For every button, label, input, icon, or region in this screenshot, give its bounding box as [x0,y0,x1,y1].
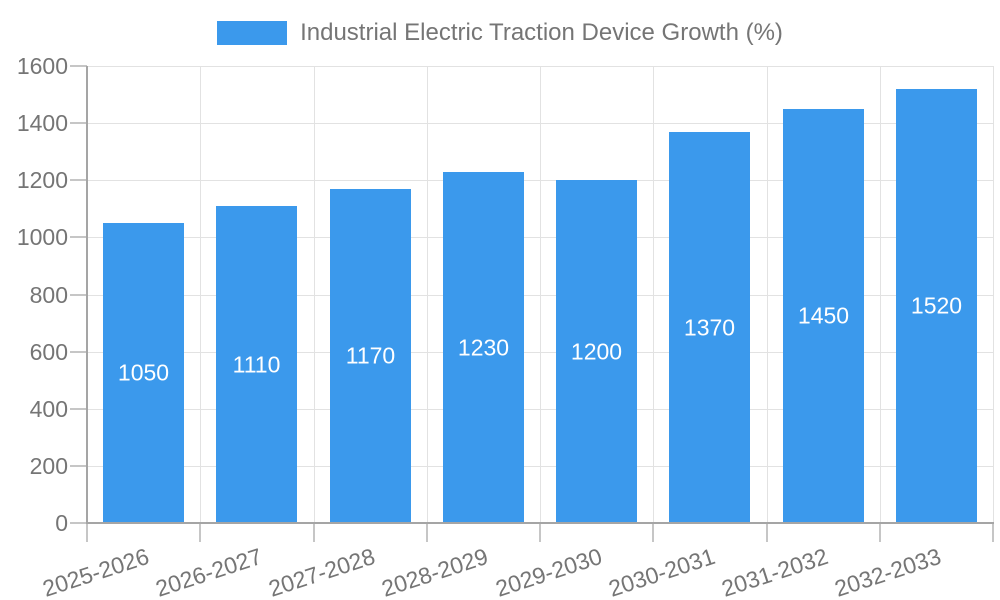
chart-legend: Industrial Electric Traction Device Grow… [0,19,1000,47]
y-axis-label: 1600 [16,53,68,79]
x-axis-tick [652,523,654,542]
x-gridline [540,66,541,523]
x-axis-label: 2032-2033 [831,543,945,600]
bar-2025-2026[interactable]: 1050 [103,223,184,523]
y-axis-tick [70,294,87,296]
bar-value-label: 1370 [683,314,736,340]
x-axis-tick [539,523,541,542]
y-axis-label: 1200 [16,167,68,193]
bar-value-label: 1050 [117,359,170,386]
y-axis-tick [70,408,87,410]
x-axis-tick [992,523,994,542]
x-axis-tick [86,523,88,542]
bar-2029-2030[interactable]: 1200 [556,180,637,523]
bar-2031-2032[interactable]: 1450 [783,109,864,523]
bar-value-label: 1230 [457,334,510,360]
x-axis-label: 2025-2026 [39,543,153,600]
bar-2032-2033[interactable]: 1520 [896,89,977,523]
x-axis-label: 2027-2028 [265,543,379,600]
x-gridline [427,66,428,523]
x-axis-tick [313,523,315,542]
x-gridline [767,66,768,523]
x-axis-label: 2026-2027 [152,543,266,600]
x-gridline [993,66,994,523]
x-axis-label: 2031-2032 [718,543,832,600]
y-axis-tick [70,465,87,467]
y-axis-label: 1000 [16,224,68,250]
bar-value-label: 1200 [570,338,623,364]
y-axis-label: 200 [29,453,68,479]
bar-2030-2031[interactable]: 1370 [669,132,750,523]
y-axis-label: 400 [29,396,68,422]
bar-value-label: 1520 [910,292,963,319]
x-gridline [200,66,201,523]
legend-label: Industrial Electric Traction Device Grow… [300,19,783,46]
x-gridline [653,66,654,523]
x-axis-tick [879,523,881,542]
x-gridline [314,66,315,523]
x-axis-label: 2029-2030 [492,543,606,600]
x-axis-line [86,522,994,524]
y-axis-label: 0 [55,510,68,536]
y-axis-label: 800 [29,282,68,308]
y-axis-tick [70,236,87,238]
x-axis-label: 2030-2031 [605,543,719,600]
y-axis-tick [70,351,87,353]
legend-color-swatch [217,21,288,45]
y-axis-tick [70,179,87,181]
x-axis-tick [426,523,428,542]
y-axis-label: 1400 [16,110,68,136]
bar-value-label: 1450 [797,302,850,329]
y-axis-tick [70,65,87,67]
bar-value-label: 1110 [232,351,281,377]
y-axis-line [86,66,88,523]
y-axis-tick [70,122,87,124]
bar-2027-2028[interactable]: 1170 [330,189,411,523]
bar-2028-2029[interactable]: 1230 [443,172,524,523]
bar-value-label: 1170 [345,342,396,369]
x-gridline [880,66,881,523]
y-axis-tick [70,522,87,524]
x-axis-tick [766,523,768,542]
y-axis-label: 600 [29,339,68,365]
bar-2026-2027[interactable]: 1110 [216,206,297,523]
x-axis-label: 2028-2029 [378,543,492,600]
x-axis-tick [199,523,201,542]
